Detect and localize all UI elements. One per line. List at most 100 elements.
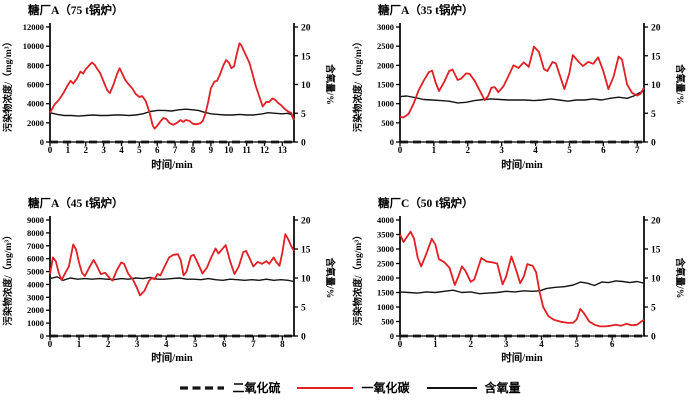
chart-title: 糖厂C（50 t锅炉） — [378, 196, 474, 210]
legend-label-o2: 含氧量 — [484, 381, 521, 395]
x-tick-label: 7 — [251, 339, 256, 349]
y-left-tick-label: 4000 — [27, 279, 44, 289]
x-tick-label: 8 — [280, 339, 285, 349]
series-co-line — [399, 45, 645, 119]
y-left-tick-label: 0 — [40, 137, 44, 147]
y-right-tick-label: 15 — [651, 246, 661, 256]
y-left-axis-label: 污染物浓度/（mg/m³） — [2, 230, 14, 325]
x-tick-label: 1 — [77, 339, 82, 349]
y-left-tick-label: 2000 — [27, 305, 44, 315]
x-tick-label: 12 — [260, 145, 270, 155]
legend-label-co: 一氧化碳 — [361, 381, 410, 395]
y-right-tick-label: 20 — [301, 217, 311, 227]
y-right-tick-label: 0 — [651, 139, 656, 149]
x-tick-label: 4 — [119, 145, 124, 155]
chart-title: 糖厂A（35 t锅炉） — [378, 3, 474, 17]
x-tick-label: 1 — [432, 145, 437, 155]
y-left-tick-label: 4000 — [27, 99, 44, 109]
series-co-line — [49, 233, 295, 297]
x-tick-label: 5 — [137, 145, 142, 155]
series-co-line — [399, 230, 645, 328]
x-tick-label: 3 — [504, 339, 509, 349]
x-tick-label: 3 — [101, 145, 106, 155]
y-left-tick-label: 3000 — [377, 22, 394, 32]
y-left-tick-label: 6000 — [27, 254, 44, 264]
x-tick-label: 6 — [601, 145, 606, 155]
y-left-tick-label: 500 — [381, 317, 394, 327]
x-tick-label: 4 — [539, 339, 544, 349]
x-tick-label: 5 — [575, 339, 580, 349]
legend-label-so2: 二氧化硫 — [232, 381, 281, 395]
y-right-axis-label: 含氧量/% — [674, 63, 686, 105]
y-left-tick-label: 8000 — [27, 60, 44, 70]
x-tick-label: 5 — [193, 339, 198, 349]
y-right-tick-label: 5 — [301, 304, 306, 314]
y-left-tick-label: 4000 — [377, 215, 394, 225]
chart-sugar-mill-A-45t: 0 1000 2000 3000 4000 5000 6000 7000 8000 9000 0 5 1… — [0, 187, 350, 374]
x-tick-label: 2 — [466, 145, 471, 155]
charts-grid: 0 2000 4000 6000 8000 10000 12000 0 5 10 15 20 0 1 2 3 4… — [0, 0, 700, 374]
y-left-tick-label: 3000 — [27, 292, 44, 302]
series-o2-line — [49, 276, 295, 283]
y-left-tick-label: 7000 — [27, 241, 44, 251]
chart-title: 糖厂A（75 t锅炉） — [28, 3, 124, 17]
x-tick-label: 10 — [224, 145, 234, 155]
y-left-tick-label: 1500 — [377, 80, 394, 90]
y-left-tick-label: 0 — [390, 331, 394, 341]
chart-sugar-mill-A-35t: 0 500 1000 1500 2000 2500 3000 0 5 10 15 20 0 1 2 3 4 5 6 7… — [350, 0, 700, 187]
chart-svg-35t: 0 500 1000 1500 2000 2500 3000 0 5 10 15 20 0 1 2 3 4 5 6 7… — [352, 3, 686, 171]
x-tick-label: 9 — [209, 145, 214, 155]
x-axis-label: 时间/min — [501, 351, 543, 364]
x-tick-label: 6 — [155, 145, 160, 155]
y-right-tick-label: 15 — [651, 52, 661, 62]
y-right-tick-label: 0 — [301, 139, 306, 149]
y-left-tick-label: 500 — [381, 118, 394, 128]
x-tick-label: 7 — [635, 145, 640, 155]
legend-item-o2: 含氧量 — [426, 379, 521, 396]
co-red-line-sample — [297, 386, 354, 389]
x-tick-label: 2 — [468, 339, 473, 349]
x-tick-label: 4 — [533, 145, 538, 155]
chart-sugar-mill-A-75t: 0 2000 4000 6000 8000 10000 12000 0 5 10 15 20 0 1 2 3 4… — [0, 0, 350, 187]
y-left-tick-label: 12000 — [23, 22, 44, 32]
x-tick-label: 8 — [191, 145, 196, 155]
y-left-tick-label: 2500 — [377, 259, 394, 269]
y-left-tick-label: 2000 — [377, 60, 394, 70]
y-right-tick-label: 0 — [301, 333, 306, 343]
y-right-tick-label: 20 — [651, 24, 661, 34]
y-left-tick-label: 1000 — [27, 318, 44, 328]
y-left-tick-label: 9000 — [27, 215, 44, 225]
y-right-tick-label: 10 — [651, 275, 661, 285]
y-right-tick-label: 5 — [651, 304, 656, 314]
y-right-tick-label: 20 — [651, 217, 661, 227]
x-tick-label: 0 — [48, 339, 53, 349]
x-tick-label: 6 — [610, 339, 615, 349]
y-left-tick-label: 0 — [40, 331, 44, 341]
series-o2-line — [399, 90, 645, 104]
x-tick-label: 3 — [499, 145, 504, 155]
y-right-tick-label: 5 — [301, 110, 306, 120]
x-tick-label: 0 — [48, 145, 53, 155]
y-right-axis-label: 含氧量/% — [324, 63, 336, 105]
y-left-tick-label: 2000 — [377, 273, 394, 283]
x-tick-label: 1 — [66, 145, 71, 155]
y-left-tick-label: 3500 — [377, 230, 394, 240]
y-right-tick-label: 15 — [301, 52, 311, 62]
y-left-tick-label: 10000 — [23, 41, 44, 51]
series-o2-line — [399, 280, 645, 295]
series-o2-line — [49, 108, 295, 121]
chart-sugar-mill-C-50t: 0 500 1000 1500 2000 2500 3000 3500 4000 0 5 10 15 20… — [350, 187, 700, 374]
y-right-axis-label: 含氧量/% — [674, 257, 686, 299]
y-left-tick-label: 1000 — [377, 99, 394, 109]
x-tick-label: 7 — [173, 145, 178, 155]
x-axis-label: 时间/min — [501, 158, 543, 171]
y-left-tick-label: 2500 — [377, 41, 394, 51]
y-left-tick-label: 1500 — [377, 288, 394, 298]
y-right-tick-label: 15 — [301, 246, 311, 256]
x-tick-label: 5 — [567, 145, 572, 155]
y-left-axis-label: 污染物浓度/（mg/m³） — [352, 37, 364, 132]
y-right-tick-label: 5 — [651, 110, 656, 120]
y-right-tick-label: 10 — [301, 275, 311, 285]
